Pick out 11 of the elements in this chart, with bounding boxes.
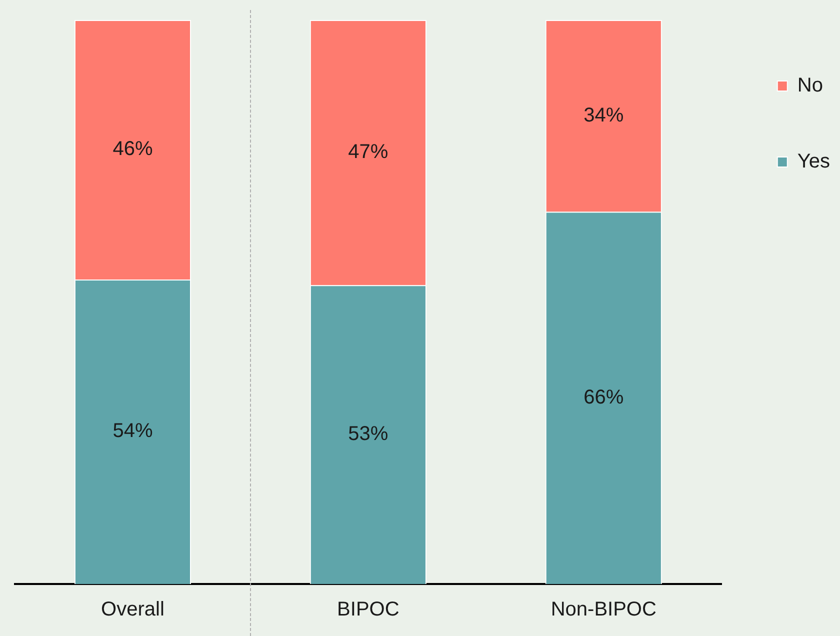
x-tick-label: Non-BIPOC	[550, 598, 656, 621]
data-label: 54%	[112, 420, 153, 442]
data-label: 47%	[348, 141, 388, 164]
x-tick-label: Overall	[101, 598, 164, 621]
x-tick-label: BIPOC	[337, 598, 400, 621]
data-label: 46%	[112, 138, 153, 160]
legend-label: No	[797, 74, 823, 97]
data-label: 34%	[584, 104, 624, 126]
data-label: 66%	[584, 386, 624, 408]
legend-label: Yes	[797, 150, 830, 173]
data-label: 53%	[348, 423, 388, 446]
